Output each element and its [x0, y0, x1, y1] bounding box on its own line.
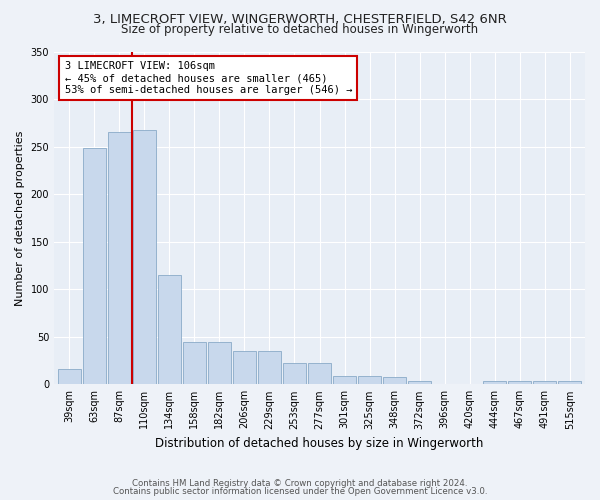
- Bar: [383, 376, 406, 384]
- Y-axis label: Number of detached properties: Number of detached properties: [15, 130, 25, 306]
- Bar: [208, 342, 231, 384]
- Bar: [83, 148, 106, 384]
- Bar: [233, 351, 256, 384]
- Bar: [358, 376, 381, 384]
- Text: Contains HM Land Registry data © Crown copyright and database right 2024.: Contains HM Land Registry data © Crown c…: [132, 478, 468, 488]
- Bar: [533, 380, 556, 384]
- Bar: [133, 130, 156, 384]
- Bar: [559, 382, 581, 384]
- Bar: [408, 382, 431, 384]
- Bar: [508, 380, 532, 384]
- Bar: [283, 364, 306, 384]
- Bar: [484, 382, 506, 384]
- Bar: [158, 275, 181, 384]
- Text: Size of property relative to detached houses in Wingerworth: Size of property relative to detached ho…: [121, 22, 479, 36]
- Bar: [183, 342, 206, 384]
- Text: 3, LIMECROFT VIEW, WINGERWORTH, CHESTERFIELD, S42 6NR: 3, LIMECROFT VIEW, WINGERWORTH, CHESTERF…: [93, 12, 507, 26]
- Text: 3 LIMECROFT VIEW: 106sqm
← 45% of detached houses are smaller (465)
53% of semi-: 3 LIMECROFT VIEW: 106sqm ← 45% of detach…: [65, 62, 352, 94]
- X-axis label: Distribution of detached houses by size in Wingerworth: Distribution of detached houses by size …: [155, 437, 484, 450]
- Text: Contains public sector information licensed under the Open Government Licence v3: Contains public sector information licen…: [113, 487, 487, 496]
- Bar: [258, 351, 281, 384]
- Bar: [308, 364, 331, 384]
- Bar: [58, 369, 80, 384]
- Bar: [333, 376, 356, 384]
- Bar: [107, 132, 131, 384]
